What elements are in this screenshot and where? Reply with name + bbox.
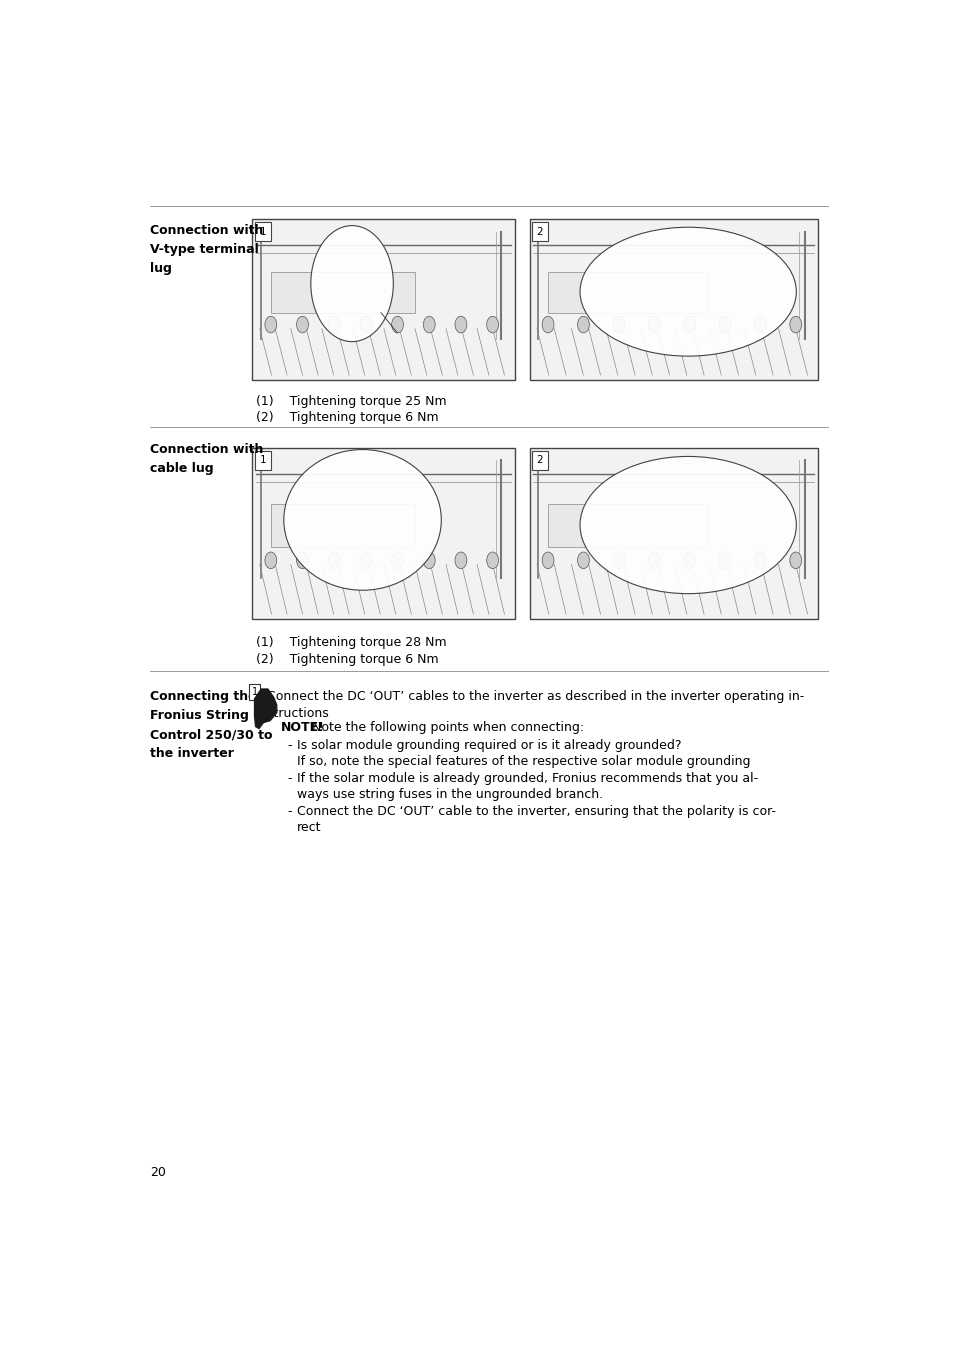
Circle shape [719, 552, 730, 568]
Text: 1: 1 [252, 687, 257, 697]
Text: (1)    Tightening torque 25 Nm: (1) Tightening torque 25 Nm [255, 394, 446, 408]
Circle shape [455, 552, 466, 568]
Circle shape [455, 316, 466, 333]
Circle shape [683, 316, 695, 333]
Bar [547, 273, 706, 313]
Circle shape [719, 316, 730, 333]
Circle shape [789, 552, 801, 568]
Text: 2: 2 [537, 455, 542, 466]
Text: If so, note the special features of the respective solar module grounding: If so, note the special features of the … [296, 755, 749, 768]
Circle shape [265, 552, 276, 568]
Bar [271, 505, 415, 547]
Text: Connection with
cable lug: Connection with cable lug [151, 443, 263, 475]
Circle shape [612, 316, 624, 333]
Bar [252, 448, 515, 620]
Circle shape [423, 552, 435, 568]
Circle shape [612, 552, 624, 568]
Circle shape [648, 316, 659, 333]
Text: (2)    Tightening torque 6 Nm: (2) Tightening torque 6 Nm [255, 412, 438, 424]
Polygon shape [254, 688, 276, 729]
Bar [529, 219, 817, 381]
Text: 1: 1 [259, 227, 266, 236]
Circle shape [754, 316, 765, 333]
Text: (1)    Tightening torque 28 Nm: (1) Tightening torque 28 Nm [255, 636, 446, 649]
Ellipse shape [284, 450, 441, 590]
Bar [531, 451, 547, 470]
Circle shape [359, 316, 372, 333]
Text: -: - [288, 738, 292, 752]
Circle shape [486, 316, 498, 333]
Text: Connect the DC ‘OUT’ cable to the inverter, ensuring that the polarity is cor-: Connect the DC ‘OUT’ cable to the invert… [296, 806, 775, 818]
Circle shape [754, 552, 765, 568]
Bar [252, 219, 515, 381]
Bar [529, 448, 817, 620]
Text: Connecting the
Fronius String
Control 250/30 to
the inverter: Connecting the Fronius String Control 25… [151, 690, 273, 760]
Circle shape [541, 316, 554, 333]
Circle shape [789, 316, 801, 333]
Circle shape [486, 552, 498, 568]
Circle shape [296, 316, 308, 333]
Circle shape [423, 316, 435, 333]
Text: 2: 2 [537, 227, 542, 236]
Bar [271, 273, 415, 313]
Circle shape [392, 316, 403, 333]
Text: rect: rect [296, 821, 321, 834]
Text: (2)    Tightening torque 6 Nm: (2) Tightening torque 6 Nm [255, 652, 438, 666]
Circle shape [392, 552, 403, 568]
Circle shape [311, 225, 393, 342]
Circle shape [328, 552, 340, 568]
Text: Is solar module grounding required or is it already grounded?: Is solar module grounding required or is… [296, 738, 680, 752]
Circle shape [296, 552, 308, 568]
Text: -: - [288, 806, 292, 818]
Circle shape [577, 552, 589, 568]
Circle shape [648, 552, 659, 568]
Text: Connect the DC ‘OUT’ cables to the inverter as described in the inverter operati: Connect the DC ‘OUT’ cables to the inver… [267, 690, 803, 703]
Ellipse shape [579, 456, 796, 594]
Text: structions: structions [267, 706, 329, 720]
Text: Note the following points when connecting:: Note the following points when connectin… [308, 721, 583, 734]
Bar [249, 684, 260, 701]
Text: 1: 1 [259, 455, 266, 466]
Text: ways use string fuses in the ungrounded branch.: ways use string fuses in the ungrounded … [296, 788, 602, 801]
Bar [547, 505, 706, 547]
Circle shape [265, 316, 276, 333]
Text: Connection with
V-type terminal
lug: Connection with V-type terminal lug [151, 224, 263, 275]
Text: 20: 20 [151, 1165, 166, 1179]
Circle shape [328, 316, 340, 333]
Bar [254, 451, 271, 470]
Text: NOTE!: NOTE! [280, 721, 324, 734]
Circle shape [577, 316, 589, 333]
Bar [254, 223, 271, 242]
Circle shape [359, 552, 372, 568]
Ellipse shape [579, 227, 796, 356]
Text: -: - [288, 772, 292, 786]
Circle shape [683, 552, 695, 568]
Text: If the solar module is already grounded, Fronius recommends that you al-: If the solar module is already grounded,… [296, 772, 757, 786]
Circle shape [541, 552, 554, 568]
Bar [531, 223, 547, 242]
